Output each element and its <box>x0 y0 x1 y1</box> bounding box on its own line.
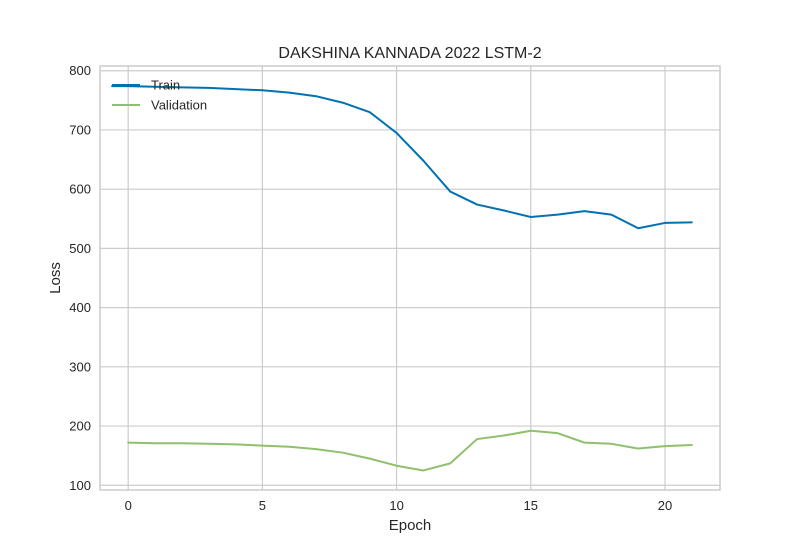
y-tick-label: 700 <box>69 122 91 137</box>
x-tick-label: 20 <box>658 498 672 513</box>
series-line-train <box>111 85 693 230</box>
x-tick-label: 10 <box>389 498 403 513</box>
legend: Train Validation <box>112 78 207 113</box>
y-axis-label: Loss <box>47 262 64 294</box>
y-tick-label: 500 <box>69 241 91 256</box>
grid-lines <box>100 66 720 490</box>
tick-labels: 0 5 10 15 20 100 200 300 400 500 600 700 800 <box>69 63 672 513</box>
plot-area-frame <box>99 65 721 491</box>
y-tick-label: 600 <box>69 182 91 197</box>
x-axis-label: Epoch <box>389 517 432 534</box>
y-tick-label: 300 <box>69 359 91 374</box>
y-tick-label: 800 <box>69 63 91 78</box>
series-layer <box>111 85 693 472</box>
x-tick-label: 15 <box>524 498 538 513</box>
y-tick-label: 100 <box>69 478 91 493</box>
x-tick-label: 5 <box>259 498 266 513</box>
y-tick-label: 200 <box>69 419 91 434</box>
x-tick-label: 0 <box>125 498 132 513</box>
chart-title: DAKSHINA KANNADA 2022 LSTM-2 <box>278 45 541 62</box>
legend-label-validation: Validation <box>151 98 207 113</box>
legend-label-train: Train <box>151 78 180 93</box>
series-line-validation <box>127 429 693 472</box>
y-tick-label: 400 <box>69 300 91 315</box>
